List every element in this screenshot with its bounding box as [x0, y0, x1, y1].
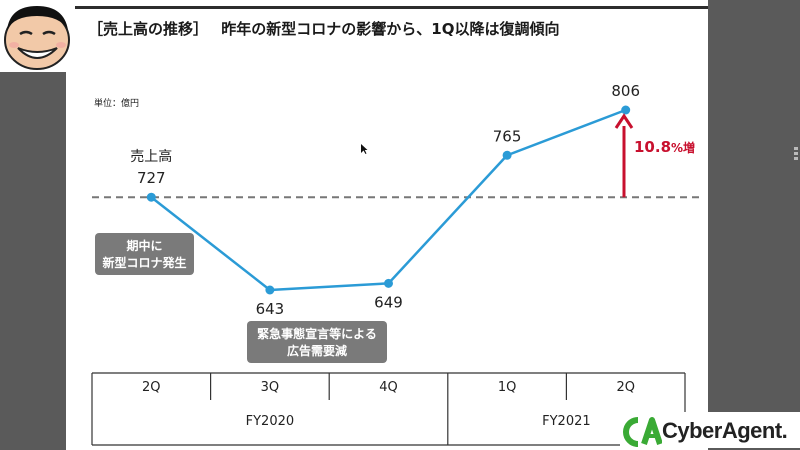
data-point: [502, 150, 512, 160]
callout-text: 広告需要減: [287, 343, 347, 358]
data-point: [265, 285, 275, 295]
presenter-avatar-icon: [0, 0, 75, 72]
logo-text: CyberAgent.: [662, 418, 788, 443]
ca-mark-icon: [623, 417, 662, 447]
data-point: [621, 105, 631, 115]
category-tick-label: 1Q: [498, 380, 517, 395]
mouse-cursor-icon: [361, 144, 368, 154]
slide-top-rule: [66, 0, 708, 9]
revenue-series-line: [150, 108, 627, 292]
fiscal-year-label: FY2021: [542, 414, 591, 429]
scroll-handle[interactable]: [792, 145, 800, 162]
callout-box: [95, 233, 194, 275]
data-label: 649: [374, 293, 403, 311]
title-text: 昨年の新型コロナの影響から、1Q以降は復調傾向: [221, 20, 560, 38]
callout-text: 緊急事態宣言等による: [257, 326, 377, 341]
category-tick-label: 4Q: [379, 380, 398, 395]
category-tick-label: 3Q: [261, 380, 280, 395]
callout-text: 期中に: [126, 238, 162, 253]
data-label: 643: [256, 300, 285, 318]
category-tick-label: 2Q: [616, 380, 635, 395]
title-bracket: ［売上高の推移］: [88, 20, 209, 38]
unit-label: 単位：億円: [94, 99, 140, 109]
slide-title: ［売上高の推移］ 昨年の新型コロナの影響から、1Q以降は復調傾向: [88, 18, 559, 39]
data-point: [146, 192, 156, 202]
fiscal-year-label: FY2020: [246, 414, 295, 429]
data-point: [384, 278, 393, 288]
growth-arrow-head: [614, 113, 634, 129]
data-label: 765: [493, 127, 522, 145]
data-label: 727: [137, 169, 166, 187]
data-label: 806: [611, 82, 640, 100]
growth-annotation: 10.8%増: [634, 138, 695, 156]
series-name-label: 売上高: [130, 148, 172, 165]
cyberagent-logo: CyberAgent.: [620, 412, 800, 448]
slide-canvas: [66, 0, 708, 450]
callout-box: [247, 321, 387, 363]
callout-text: 新型コロナ発生: [102, 255, 186, 270]
category-tick-label: 2Q: [142, 380, 161, 395]
